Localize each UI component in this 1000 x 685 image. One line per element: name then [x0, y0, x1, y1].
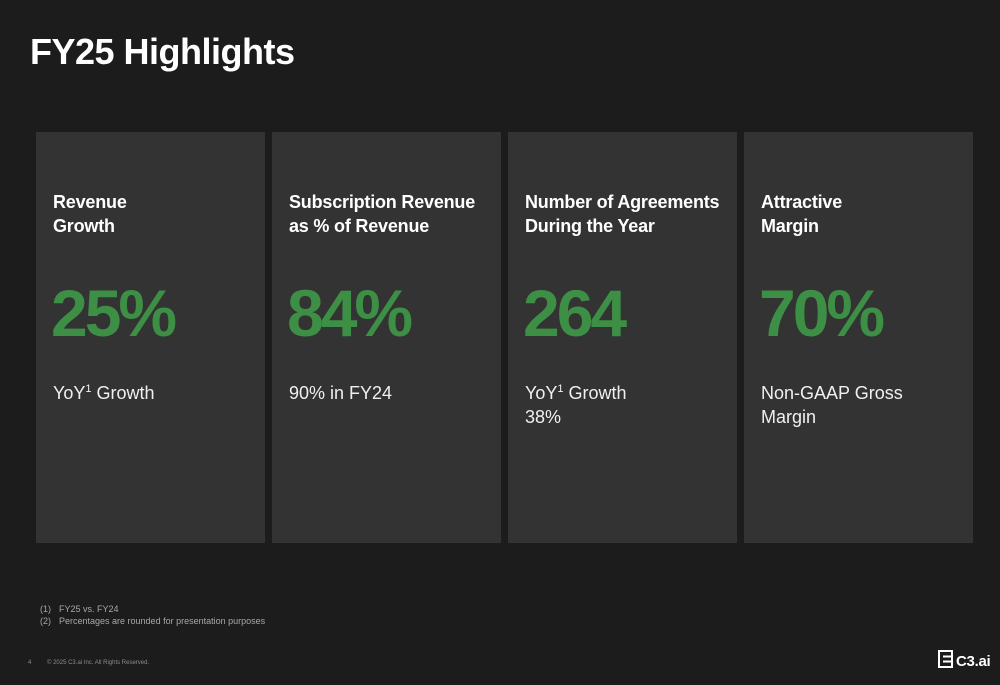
footnote-number: (1) [40, 604, 51, 614]
card-note: YoY1 Growth 38% [525, 381, 727, 429]
footnote-text: Percentages are rounded for presentation… [59, 616, 266, 626]
card-heading-line: Number of Agreements [525, 192, 720, 212]
highlight-card-revenue-growth: Revenue Growth 25% YoY1 Growth [36, 132, 265, 543]
highlight-card-subscription-revenue: Subscription Revenue as % of Revenue 84%… [272, 132, 501, 543]
footnote: (2) Percentages are rounded for presenta… [40, 615, 265, 627]
card-note-line: Margin [761, 407, 817, 427]
footnote: (1) FY25 vs. FY24 [40, 603, 265, 615]
footnote-marker: 1 [557, 383, 564, 395]
card-heading: Revenue Growth [53, 190, 255, 238]
card-heading: Number of Agreements During the Year [525, 190, 727, 238]
page-number: 4 [28, 660, 32, 666]
card-heading-line: as % of Revenue [289, 216, 430, 236]
card-note: Non-GAAP Gross Margin [761, 381, 963, 429]
footnote-text: FY25 vs. FY24 [59, 604, 119, 614]
footnote-number: (2) [40, 616, 51, 626]
card-heading-line: Subscription Revenue [289, 192, 476, 212]
highlights-cards: Revenue Growth 25% YoY1 Growth Subscript… [36, 132, 973, 543]
note-text: YoY [53, 383, 86, 403]
card-note-line: YoY1 Growth [525, 381, 727, 405]
card-note-line: 38% [525, 407, 562, 427]
card-heading: Attractive Margin [761, 190, 963, 238]
note-text: YoY [525, 383, 558, 403]
note-text-after: Growth [91, 383, 155, 403]
footnotes: (1) FY25 vs. FY24 (2) Percentages are ro… [40, 603, 265, 627]
card-metric: 84% [287, 276, 413, 350]
card-heading-line: Revenue [53, 192, 127, 212]
highlight-card-agreements: Number of Agreements During the Year 264… [508, 132, 737, 543]
card-metric: 264 [523, 276, 627, 350]
card-heading-line: During the Year [525, 216, 655, 236]
card-note: 90% in FY24 [289, 381, 491, 405]
card-heading-line: Growth [53, 216, 115, 236]
card-heading-line: Margin [761, 216, 819, 236]
c3-logo: C3.ai [938, 650, 991, 673]
page-title: FY25 Highlights [30, 31, 295, 72]
card-note: YoY1 Growth [53, 381, 255, 405]
card-heading-line: Attractive [761, 192, 843, 212]
footnote-marker: 1 [85, 383, 92, 395]
copyright: © 2025 C3.ai Inc. All Rights Reserved. [47, 660, 150, 666]
note-text-after: Growth [563, 383, 627, 403]
card-note-line: 90% in FY24 [289, 383, 393, 403]
card-metric: 70% [759, 276, 885, 350]
highlight-card-margin: Attractive Margin 70% Non-GAAP Gross Mar… [744, 132, 973, 543]
card-heading: Subscription Revenue as % of Revenue [289, 190, 491, 238]
card-metric: 25% [51, 276, 177, 350]
card-note-line: Non-GAAP Gross [761, 383, 903, 403]
logo-text: C3.ai [956, 653, 991, 670]
c3-logo-icon [938, 650, 954, 673]
card-note-line: YoY1 Growth [53, 381, 255, 405]
